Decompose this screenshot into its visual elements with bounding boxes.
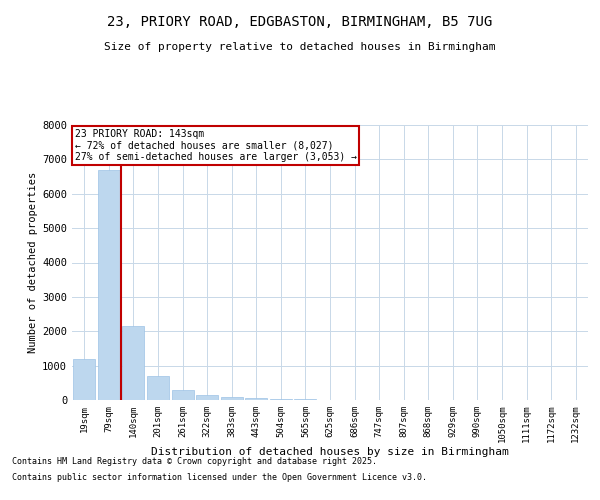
Bar <box>270 399 292 400</box>
Text: Contains public sector information licensed under the Open Government Licence v3: Contains public sector information licen… <box>12 472 427 482</box>
Text: 23 PRIORY ROAD: 143sqm
← 72% of detached houses are smaller (8,027)
27% of semi-: 23 PRIORY ROAD: 143sqm ← 72% of detached… <box>74 129 356 162</box>
Bar <box>122 326 145 400</box>
Bar <box>147 376 169 400</box>
X-axis label: Distribution of detached houses by size in Birmingham: Distribution of detached houses by size … <box>151 446 509 456</box>
Bar <box>98 170 120 400</box>
Bar <box>196 395 218 400</box>
Bar <box>172 390 194 400</box>
Text: 23, PRIORY ROAD, EDGBASTON, BIRMINGHAM, B5 7UG: 23, PRIORY ROAD, EDGBASTON, BIRMINGHAM, … <box>107 15 493 29</box>
Text: Size of property relative to detached houses in Birmingham: Size of property relative to detached ho… <box>104 42 496 52</box>
Y-axis label: Number of detached properties: Number of detached properties <box>28 172 38 353</box>
Text: Contains HM Land Registry data © Crown copyright and database right 2025.: Contains HM Land Registry data © Crown c… <box>12 458 377 466</box>
Bar <box>221 397 243 400</box>
Bar <box>245 398 268 400</box>
Bar <box>73 359 95 400</box>
